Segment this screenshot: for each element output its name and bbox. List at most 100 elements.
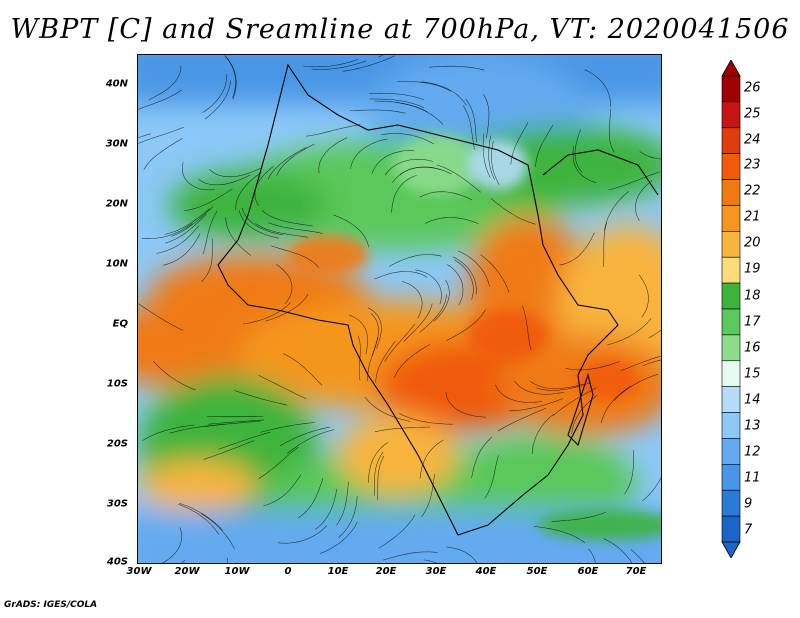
streamline bbox=[607, 318, 652, 346]
lon-label: 10W bbox=[224, 566, 250, 577]
streamline bbox=[261, 210, 314, 227]
streamline bbox=[373, 451, 384, 496]
streamline bbox=[552, 387, 597, 417]
streamline bbox=[315, 489, 338, 530]
streamline bbox=[377, 455, 385, 500]
colorbar-label: 9 bbox=[744, 496, 753, 512]
colorbar-label: 22 bbox=[744, 183, 761, 199]
colorbar bbox=[721, 60, 741, 558]
streamline bbox=[287, 429, 335, 454]
streamline bbox=[303, 59, 358, 68]
streamline bbox=[415, 269, 442, 305]
streamline bbox=[156, 225, 199, 254]
streamline bbox=[336, 482, 349, 526]
colorbar-swatch bbox=[721, 205, 741, 232]
streamline bbox=[565, 361, 620, 371]
colorbar-swatch bbox=[721, 256, 741, 284]
streamline bbox=[394, 343, 431, 378]
colorbar-label: 16 bbox=[744, 340, 761, 356]
streamline bbox=[182, 162, 215, 191]
streamline bbox=[164, 208, 210, 235]
streamline bbox=[203, 440, 255, 460]
streamline bbox=[204, 80, 231, 120]
colorbar-label: 25 bbox=[744, 106, 761, 122]
colorbar-max-arrow bbox=[721, 60, 741, 77]
colorbar-swatch bbox=[721, 179, 741, 206]
streamline bbox=[495, 384, 542, 403]
lat-label: 30S bbox=[106, 498, 128, 510]
streamline bbox=[202, 74, 227, 113]
streamline bbox=[320, 521, 358, 554]
colorbar-label: 7 bbox=[744, 522, 753, 538]
colorbar-label: 23 bbox=[744, 157, 761, 173]
streamline bbox=[368, 442, 389, 483]
streamline bbox=[142, 424, 195, 441]
streamline bbox=[635, 180, 653, 221]
colorbar-label: 11 bbox=[744, 470, 761, 486]
streamline bbox=[522, 305, 532, 351]
streamline bbox=[471, 436, 493, 479]
colorbar-swatch bbox=[721, 515, 741, 543]
streamline bbox=[446, 309, 486, 341]
streamline bbox=[630, 549, 645, 563]
lon-label: 60E bbox=[577, 566, 599, 577]
map-canvas bbox=[138, 55, 661, 563]
streamline bbox=[403, 303, 433, 342]
colorbar-label: 19 bbox=[744, 261, 761, 277]
streamline bbox=[533, 526, 585, 544]
streamline bbox=[482, 133, 491, 178]
lat-label: 20N bbox=[105, 198, 128, 210]
colorbar-swatch bbox=[721, 308, 741, 336]
streamline bbox=[200, 513, 235, 549]
lon-label: 0 bbox=[284, 566, 292, 577]
streamline bbox=[258, 375, 307, 400]
streamline bbox=[165, 213, 207, 244]
streamline bbox=[255, 223, 308, 238]
streamline bbox=[452, 256, 477, 295]
streamline bbox=[184, 188, 233, 211]
colorbar-swatch bbox=[721, 231, 741, 258]
streamline bbox=[208, 419, 265, 425]
colorbar-swatch bbox=[721, 464, 741, 491]
colorbar-swatch bbox=[721, 282, 741, 310]
streamline bbox=[204, 420, 261, 427]
streamline bbox=[279, 426, 331, 447]
streamline bbox=[258, 446, 299, 479]
streamline bbox=[367, 307, 382, 349]
streamline bbox=[306, 124, 361, 137]
streamline bbox=[480, 254, 510, 293]
streamline bbox=[349, 109, 406, 114]
streamline bbox=[514, 380, 565, 395]
streamline bbox=[235, 171, 262, 211]
streamline bbox=[369, 98, 425, 108]
streamline bbox=[318, 137, 348, 174]
streamline bbox=[419, 191, 473, 201]
streamline bbox=[535, 124, 554, 167]
streamline bbox=[484, 455, 499, 499]
streamline bbox=[268, 222, 323, 234]
streamline bbox=[364, 396, 411, 422]
colorbar-swatch bbox=[721, 360, 741, 387]
streamline bbox=[399, 413, 453, 425]
colorbar-swatch bbox=[721, 127, 741, 154]
streamline bbox=[603, 538, 633, 563]
streamline bbox=[509, 398, 563, 412]
streamline bbox=[551, 512, 606, 522]
streamline bbox=[282, 353, 323, 386]
streamline bbox=[338, 496, 358, 538]
streamline bbox=[531, 413, 554, 455]
streamline bbox=[463, 105, 475, 150]
streamline bbox=[536, 382, 591, 391]
streamline bbox=[559, 232, 595, 266]
streamline bbox=[588, 548, 596, 563]
streamline bbox=[433, 279, 450, 322]
streamline bbox=[178, 504, 219, 535]
streamline bbox=[148, 65, 182, 100]
streamline bbox=[349, 314, 368, 354]
streamline bbox=[445, 392, 486, 418]
streamline bbox=[202, 210, 218, 255]
streamline bbox=[601, 385, 631, 424]
streamline bbox=[277, 525, 327, 544]
colorbar-label: 26 bbox=[744, 80, 761, 96]
colorbar-label: 13 bbox=[744, 418, 761, 434]
